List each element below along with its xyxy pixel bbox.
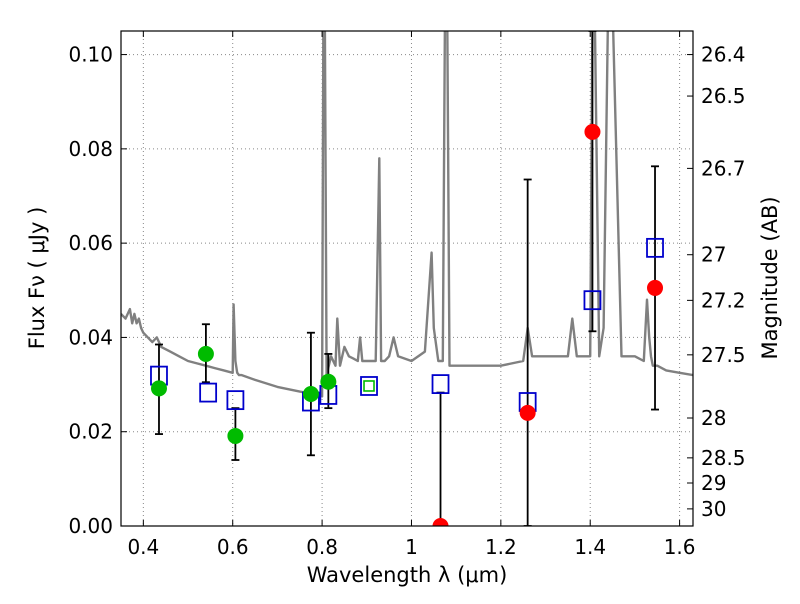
y-tick-label: 0.10 [68, 43, 113, 67]
observed-green-point [302, 386, 319, 402]
plot-frame [120, 30, 694, 527]
right-tick-label: 26.4 [701, 43, 746, 67]
observed-green-point [363, 380, 375, 392]
right-tick-label: 30 [701, 497, 726, 521]
model-photometry-square [646, 237, 664, 258]
observed-red-point [584, 123, 601, 140]
y-tick-label: 0.06 [68, 231, 113, 255]
observed-green-point [227, 427, 244, 444]
right-tick-label: 28.5 [701, 446, 746, 470]
observed-red-point [519, 404, 536, 421]
right-tick-label: 27.5 [701, 343, 746, 367]
observed-green-point [320, 373, 337, 390]
x-tick-label: 1.6 [664, 535, 696, 559]
model-photometry-square [226, 390, 245, 411]
model-photometry-square [431, 374, 450, 395]
marker-layer [150, 123, 664, 526]
y-axis-label: Flux Fν ( μJy ) [25, 207, 49, 350]
right-tick-label: 26.7 [701, 156, 746, 180]
right-tick-label: 27 [701, 243, 726, 267]
right-tick-label: 29 [701, 471, 726, 495]
y-tick-label: 0.04 [68, 325, 113, 349]
right-axis-label: Magnitude (AB) [758, 196, 782, 359]
model-spectrum-line [121, 31, 693, 398]
x-tick-label: 1.2 [485, 535, 517, 559]
errorbar-layer [154, 31, 660, 526]
observed-green-point [197, 345, 214, 362]
right-tick-label: 27.2 [701, 288, 746, 312]
observed-green-point [150, 380, 167, 397]
y-tick-label: 0.02 [68, 420, 113, 444]
x-tick-label: 1 [405, 535, 418, 559]
x-tick-label: 0.4 [127, 535, 159, 559]
model-spectrum-layer [121, 31, 693, 398]
y-tick-label: 0.08 [68, 137, 113, 161]
x-tick-label: 0.8 [306, 535, 338, 559]
model-photometry-square [360, 376, 378, 396]
observed-red-point [432, 518, 449, 526]
x-tick-label: 1.4 [574, 535, 606, 559]
model-photometry-square [583, 290, 602, 311]
observed-red-point [647, 279, 664, 296]
x-axis-label: Wavelength λ (μm) [307, 563, 508, 587]
y-tick-label: 0.00 [68, 514, 113, 538]
right-tick-label: 28 [701, 406, 726, 430]
axis-layer: 0.4 0.6 0.8 1 1.2 1.4 1.6 0.00 0.02 0.04 0.06 0.08 0… [68, 31, 746, 559]
x-tick-label: 0.6 [217, 535, 249, 559]
model-photometry-square [199, 382, 218, 403]
right-tick-label: 26.5 [701, 84, 746, 108]
